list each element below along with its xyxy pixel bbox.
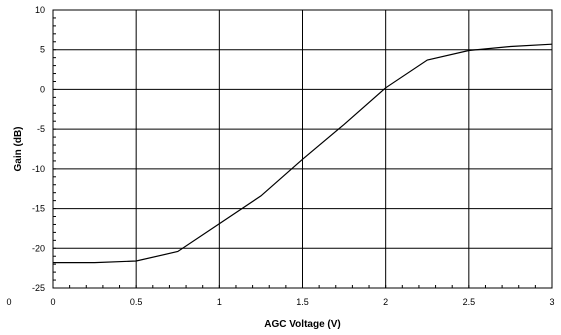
x-tick-labels: 0 0.5 1 1.5 2 2.5 3 — [50, 297, 554, 307]
y-tick-label: -5 — [37, 124, 45, 134]
y-tick-label: -10 — [32, 164, 45, 174]
x-tick-label: 2.5 — [463, 297, 476, 307]
x-axis-title: AGC Voltage (V) — [264, 319, 340, 330]
y-tick-labels: 10 5 0 -5 -10 -15 -20 -25 — [32, 5, 45, 293]
y-tick-label: -15 — [32, 204, 45, 214]
x-tick-label: 3 — [549, 297, 554, 307]
grid — [52, 9, 553, 289]
y-tick-label: 5 — [40, 45, 45, 55]
x-tick-label: 2 — [383, 297, 388, 307]
series-line — [53, 43, 553, 264]
x-tick-label: 0 — [50, 297, 55, 307]
x-tick-label: 1.5 — [296, 297, 309, 307]
x-tick-label: 0.5 — [130, 297, 143, 307]
y-tick-label: 0 — [40, 84, 45, 94]
y-tick-label: -20 — [32, 243, 45, 253]
y-axis-title: Gain (dB) — [13, 127, 24, 172]
x-extra-label: 0 — [6, 297, 11, 307]
x-tick-label: 1 — [217, 297, 222, 307]
y-tick-label: -25 — [32, 283, 45, 293]
y-tick-label: 10 — [35, 5, 45, 15]
plot-frame — [52, 9, 553, 289]
